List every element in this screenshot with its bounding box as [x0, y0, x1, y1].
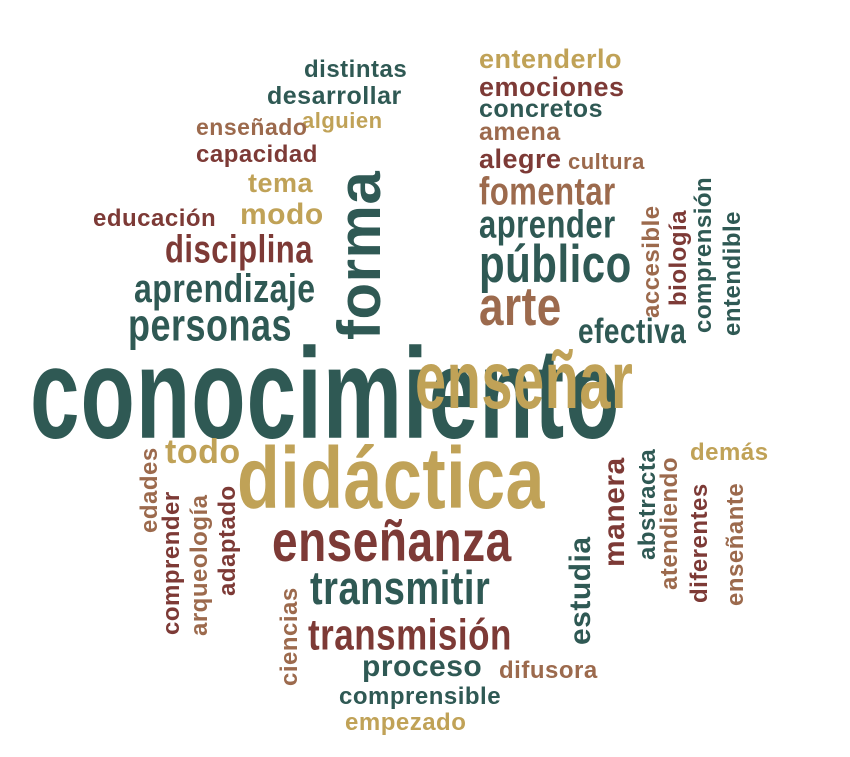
- word-personas: personas: [128, 299, 293, 351]
- word-demas: demás: [690, 439, 769, 466]
- word-comprension: comprensión: [690, 176, 717, 333]
- word-concretos: concretos: [479, 95, 603, 123]
- word-ensenado: enseñado: [196, 114, 308, 140]
- word-capacidad: capacidad: [196, 141, 318, 168]
- word-ciencias: ciencias: [276, 587, 303, 686]
- word-diferentes: diferentes: [686, 483, 713, 603]
- word-conocimiento: conocimiento: [30, 320, 621, 466]
- word-arqueologia: arqueología: [186, 494, 213, 636]
- word-ensenante: enseñante: [722, 482, 749, 606]
- word-ensenanza: enseñanza: [272, 508, 512, 574]
- word-didactica: didáctica: [237, 429, 545, 527]
- word-comprender: comprender: [158, 491, 185, 635]
- word-estudia: estudia: [564, 536, 597, 645]
- word-emociones: emociones: [479, 72, 625, 102]
- word-transmision: transmisión: [308, 610, 512, 660]
- word-cultura: cultura: [568, 149, 645, 174]
- word-transmitir: transmitir: [310, 562, 491, 615]
- word-fomentar: fomentar: [479, 169, 616, 214]
- word-educacion: educación: [93, 205, 217, 232]
- word-arte: arte: [479, 276, 562, 338]
- word-comprensible: comprensible: [339, 683, 502, 710]
- word-proceso: proceso: [362, 650, 483, 683]
- word-disciplina: disciplina: [165, 227, 313, 272]
- word-publico: público: [479, 234, 632, 293]
- word-atendiendo: atendiendo: [656, 456, 683, 590]
- word-accesible: accesible: [638, 205, 665, 318]
- word-aprendizaje: aprendizaje: [134, 265, 316, 311]
- word-entendible: entendible: [719, 210, 746, 336]
- word-desarrollar: desarrollar: [267, 82, 402, 110]
- word-alguien: alguien: [302, 108, 383, 133]
- word-todo: todo: [165, 433, 241, 471]
- word-ensenar: enseñar: [415, 334, 634, 426]
- word-efectiva: efectiva: [578, 311, 687, 351]
- word-difusora: difusora: [499, 657, 598, 684]
- word-adaptado: adaptado: [214, 485, 241, 596]
- word-biologia: biología: [665, 210, 692, 306]
- word-entenderlo: entenderlo: [479, 44, 623, 74]
- word-tema: tema: [248, 168, 314, 198]
- word-distintas: distintas: [304, 56, 408, 83]
- word-modo: modo: [240, 198, 324, 231]
- word-forma: forma: [326, 170, 393, 340]
- word-amena: amena: [479, 118, 561, 146]
- word-alegre: alegre: [479, 144, 562, 174]
- word-empezado: empezado: [345, 709, 467, 736]
- word-manera: manera: [598, 457, 631, 567]
- word-aprender: aprender: [479, 202, 616, 247]
